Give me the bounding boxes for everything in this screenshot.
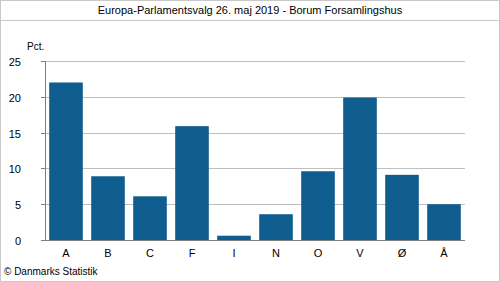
bar (133, 196, 167, 240)
tick (41, 168, 45, 169)
tick-label: 5 (15, 199, 21, 211)
source: © Danmarks Statistik (4, 266, 99, 277)
bar (217, 236, 251, 240)
tick-label: 10 (9, 163, 21, 175)
tick (41, 97, 45, 98)
bar (91, 176, 125, 240)
tick (41, 133, 45, 134)
tick-label: 15 (9, 128, 21, 140)
bar (427, 204, 461, 240)
category-label: F (189, 247, 196, 259)
tick (41, 240, 45, 241)
grid-line (45, 133, 465, 134)
category-label: Ø (398, 247, 407, 259)
bar (49, 82, 83, 240)
grid-line (45, 168, 465, 169)
category-label: Å (440, 247, 448, 259)
x-axis (45, 240, 465, 241)
grid-line (45, 97, 465, 98)
chart: Europa-Parlamentsvalg 26. maj 2019 - Bor… (0, 0, 500, 282)
category-label: V (356, 247, 364, 259)
tick-label: 0 (15, 235, 21, 247)
y-axis (45, 61, 46, 240)
tick (41, 61, 45, 62)
bar (301, 171, 335, 240)
grid-line (45, 61, 465, 62)
category-label: I (232, 247, 235, 259)
y-label: Pct. (27, 41, 44, 52)
category-label: C (146, 247, 154, 259)
category-label: B (104, 247, 111, 259)
category-label: A (62, 247, 70, 259)
grid-line (45, 240, 465, 241)
tick-label: 20 (9, 92, 21, 104)
tick (41, 204, 45, 205)
bar (259, 214, 293, 240)
title: Europa-Parlamentsvalg 26. maj 2019 - Bor… (98, 4, 403, 16)
frame (1, 1, 500, 282)
bar (385, 175, 419, 240)
bars (49, 82, 461, 240)
title-rule (0, 20, 500, 21)
category-label: N (272, 247, 280, 259)
tick-label: 25 (9, 56, 21, 68)
bar (175, 126, 209, 240)
category-label: O (314, 247, 323, 259)
bar (343, 98, 377, 240)
